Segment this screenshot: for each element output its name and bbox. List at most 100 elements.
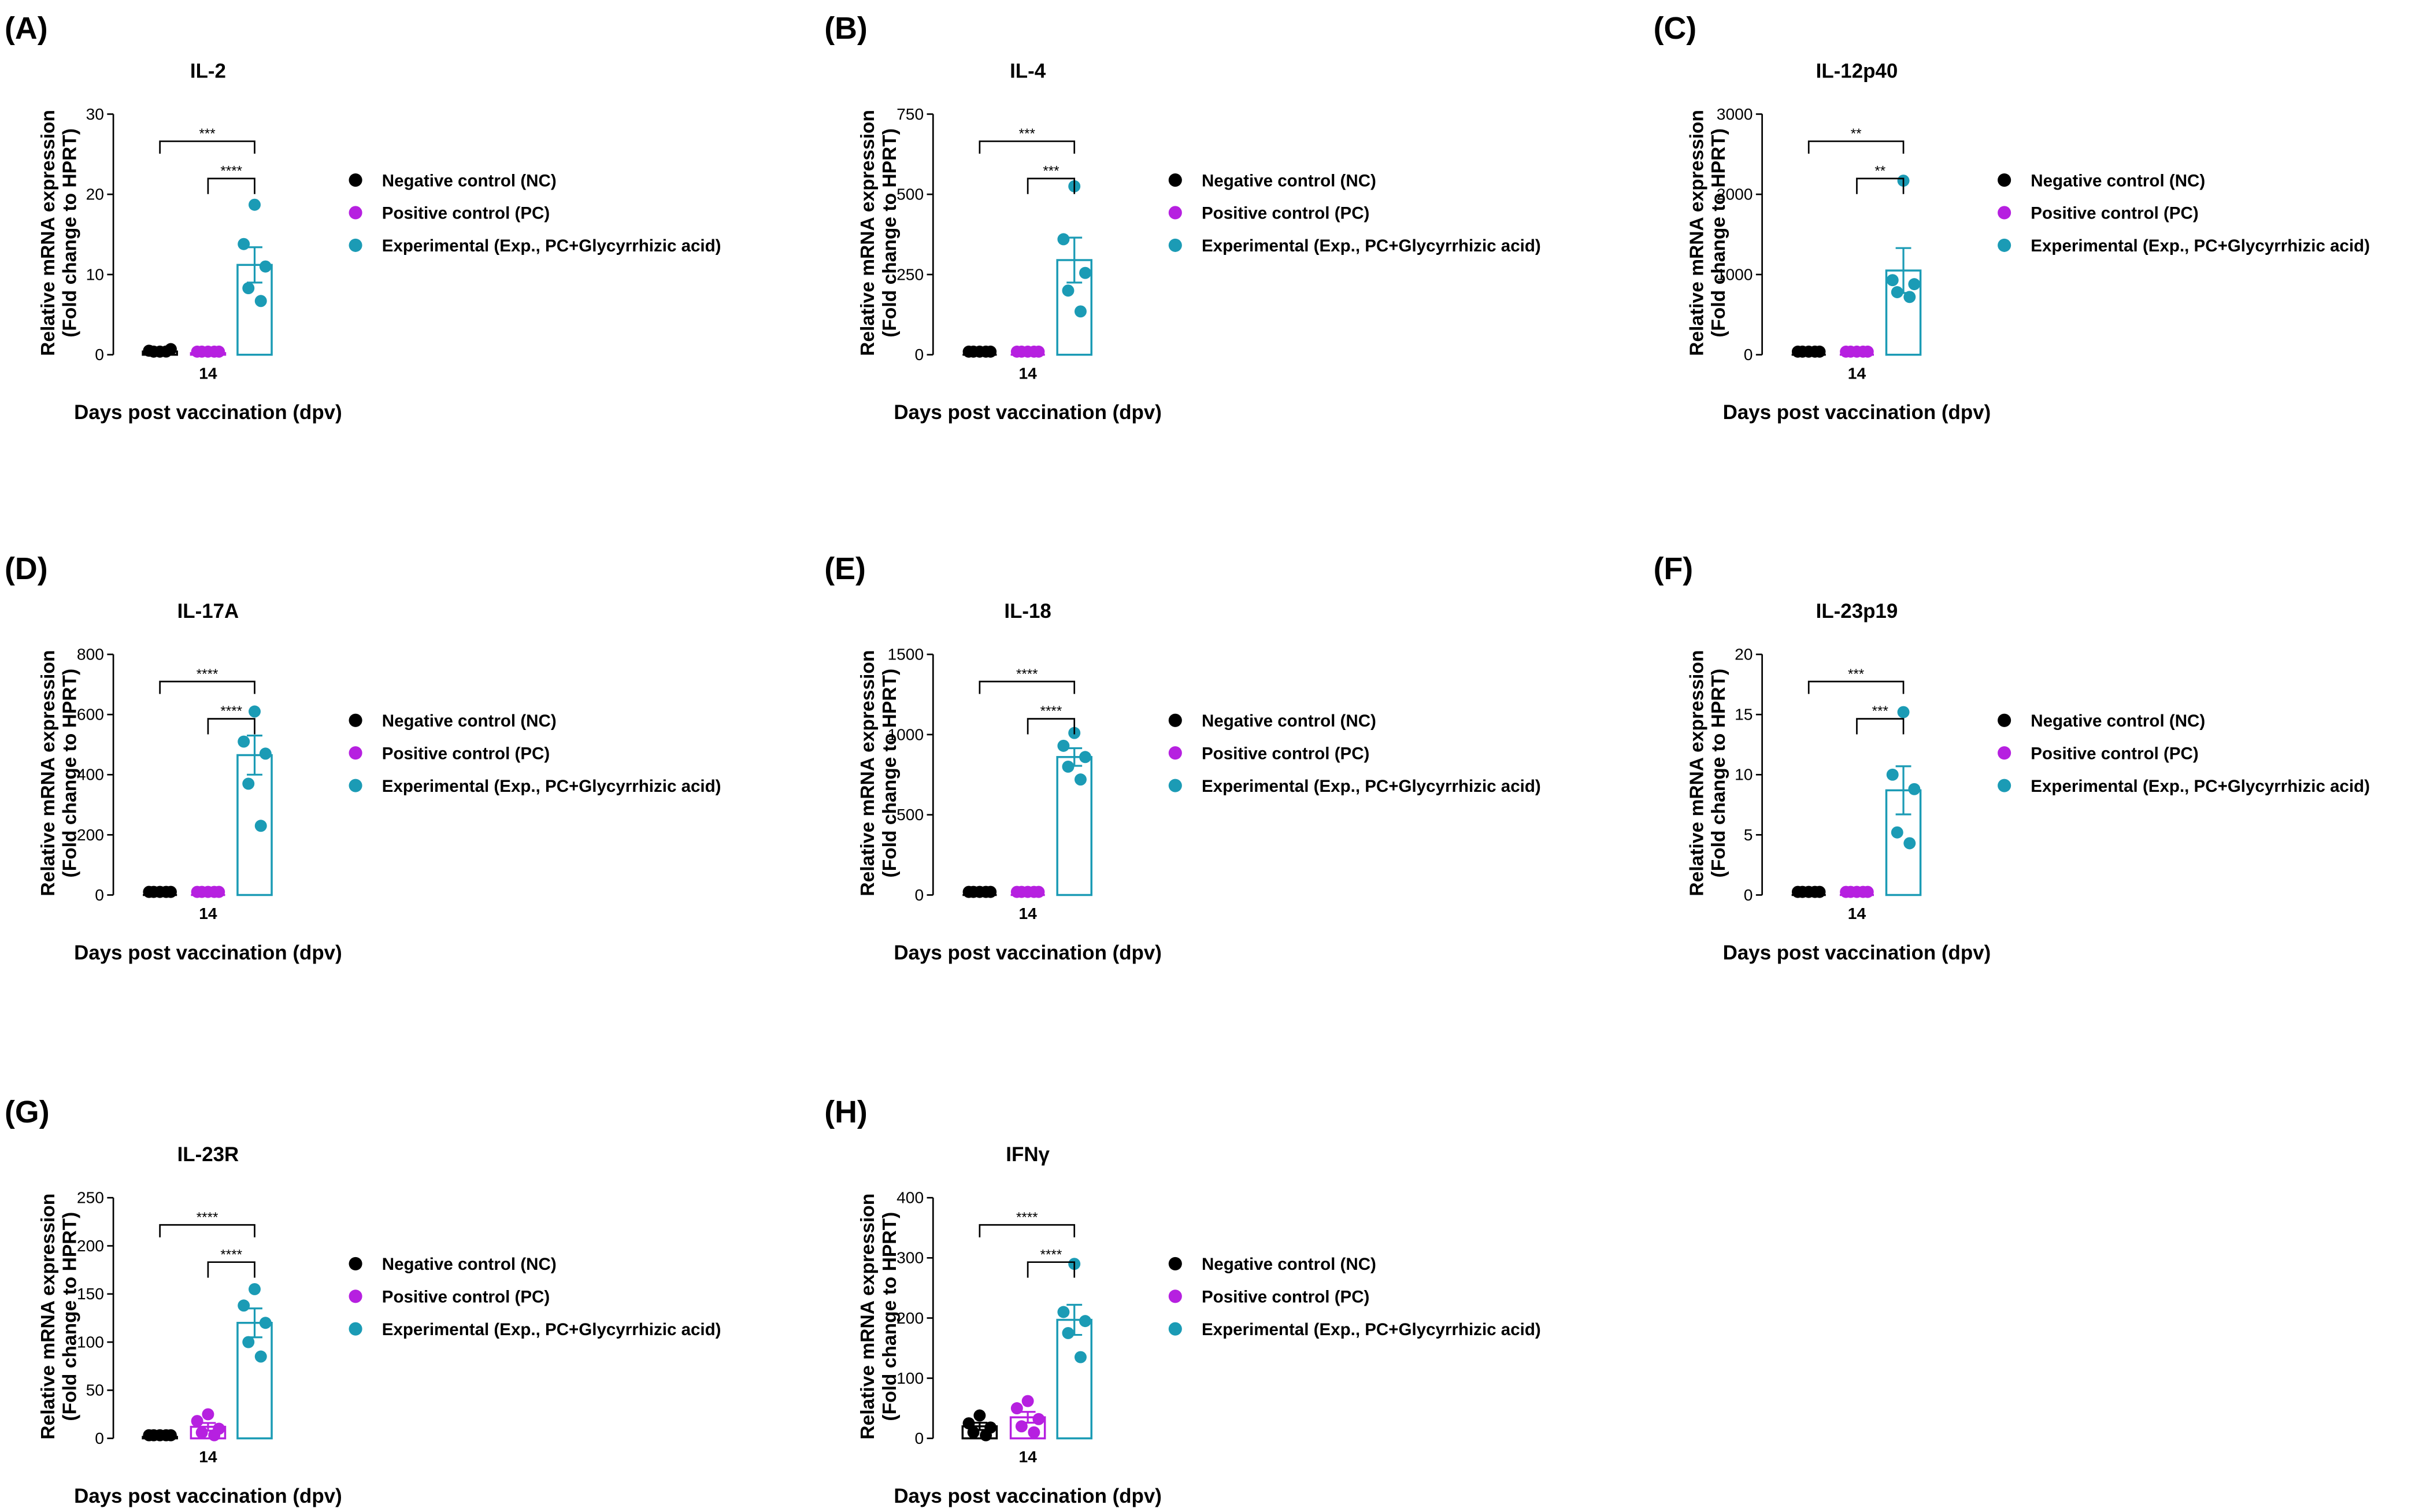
legend-label: Positive control (PC)	[1202, 204, 1369, 223]
y-tick-label: 200	[896, 1309, 924, 1327]
y-axis-label: (Fold change to HPRT)	[1708, 669, 1729, 878]
legend-marker	[1168, 779, 1182, 792]
data-point	[980, 885, 992, 898]
legend-marker	[1998, 746, 2011, 760]
y-axis-label: (Fold change to HPRT)	[879, 1212, 901, 1421]
significance-label: ****	[197, 1210, 218, 1225]
data-point	[1857, 345, 1869, 358]
data-point	[1015, 345, 1028, 358]
y-tick-label: 200	[77, 825, 104, 844]
data-point	[1028, 345, 1040, 358]
significance-bracket	[1027, 1261, 1076, 1278]
significance-bracket	[1807, 140, 1905, 154]
data-point	[208, 885, 221, 898]
data-point	[973, 1409, 986, 1422]
panel-label: (D)	[5, 551, 48, 586]
y-tick-label: 200	[77, 1236, 104, 1255]
y-axis-label: Relative mRNA expression	[38, 650, 59, 896]
chart-panel: (A) IL-2 Relative mRNA expression (Fold cha…	[5, 11, 721, 424]
data-point	[208, 1429, 221, 1441]
legend-label: Positive control (PC)	[2031, 204, 2198, 223]
data-point	[967, 885, 980, 898]
significance-bracket	[979, 1224, 1076, 1237]
chart-title: IFNγ	[1006, 1143, 1050, 1166]
y-tick-label: 0	[95, 1429, 104, 1447]
legend-marker	[1168, 206, 1182, 220]
legend-label: Negative control (NC)	[1202, 711, 1376, 731]
bar	[236, 1321, 273, 1440]
panel-label: (E)	[824, 551, 866, 586]
significance-label: ***	[1872, 703, 1889, 719]
legend-marker	[349, 238, 362, 252]
y-tick-label: 400	[77, 765, 104, 784]
y-tick-label: 400	[896, 1188, 924, 1207]
data-point	[1074, 773, 1087, 786]
x-tick-label: 14	[1018, 1447, 1037, 1466]
legend-label: Experimental (Exp., PC+Glycyrrhizic acid…	[2031, 236, 2370, 255]
y-axis-label: Relative mRNA expression	[857, 650, 879, 896]
y-tick-label: 500	[896, 805, 924, 824]
data-point	[249, 198, 261, 211]
data-point	[202, 1408, 214, 1421]
y-tick-label: 0	[1744, 885, 1753, 904]
data-point	[249, 705, 261, 718]
significance-bracket	[1856, 177, 1905, 194]
legend-label: Negative control (NC)	[382, 1255, 557, 1274]
y-tick-label: 10	[86, 265, 104, 283]
legend-label: Negative control (NC)	[382, 171, 557, 190]
legend-marker	[349, 779, 362, 792]
significance-label: ****	[220, 703, 242, 719]
y-axis-label: Relative mRNA expression	[857, 1194, 879, 1440]
legend-marker	[349, 1322, 362, 1336]
y-axis-label: (Fold change to HPRT)	[60, 669, 81, 878]
legend-marker	[349, 173, 362, 187]
legend-label: Experimental (Exp., PC+Glycyrrhizic acid…	[1202, 777, 1541, 796]
data-point	[1886, 768, 1899, 781]
data-point	[195, 345, 208, 358]
legend-label: Experimental (Exp., PC+Glycyrrhizic acid…	[382, 236, 721, 255]
chart-title: IL-17A	[177, 600, 239, 622]
x-axis-label: Days post vaccination (dpv)	[894, 401, 1162, 424]
chart-title: IL-18	[1004, 600, 1051, 622]
significance-bracket	[207, 718, 255, 735]
data-point	[1886, 274, 1899, 287]
data-point	[254, 295, 267, 307]
y-tick-label: 500	[896, 185, 924, 203]
significance-bracket	[979, 680, 1076, 694]
y-tick-label: 1500	[887, 645, 924, 664]
data-point	[160, 1429, 172, 1441]
data-point	[1015, 1420, 1028, 1433]
data-point	[1844, 885, 1857, 898]
legend-marker	[1168, 1322, 1182, 1336]
x-tick-label: 14	[1848, 904, 1866, 922]
panel-label: (A)	[5, 11, 48, 46]
significance-label: ****	[1040, 1247, 1062, 1262]
data-point	[1032, 1413, 1045, 1425]
y-tick-label: 250	[77, 1188, 104, 1207]
data-point	[1903, 291, 1916, 303]
legend-label: Positive control (PC)	[1202, 1288, 1369, 1307]
y-axis-label: Relative mRNA expression	[38, 110, 59, 356]
significance-bracket	[159, 140, 255, 154]
legend-marker	[1168, 1257, 1182, 1270]
significance-label: ***	[1019, 126, 1036, 142]
data-point	[1057, 1306, 1070, 1318]
data-point	[1079, 1315, 1091, 1328]
legend-marker	[349, 713, 362, 727]
data-point	[259, 747, 272, 760]
significance-label: ****	[1040, 703, 1062, 719]
data-point	[195, 1426, 208, 1439]
data-point	[1796, 345, 1809, 358]
data-point	[254, 820, 267, 832]
legend-label: Positive control (PC)	[382, 744, 550, 763]
x-tick-label: 14	[199, 1447, 217, 1466]
y-tick-label: 100	[896, 1369, 924, 1387]
data-point	[238, 1299, 250, 1312]
y-tick-label: 0	[914, 345, 924, 364]
y-tick-label: 2000	[1717, 185, 1753, 203]
data-point	[1903, 837, 1916, 850]
panel-label: (F)	[1654, 551, 1694, 586]
y-tick-label: 800	[77, 645, 104, 664]
significance-bracket	[1027, 177, 1076, 194]
